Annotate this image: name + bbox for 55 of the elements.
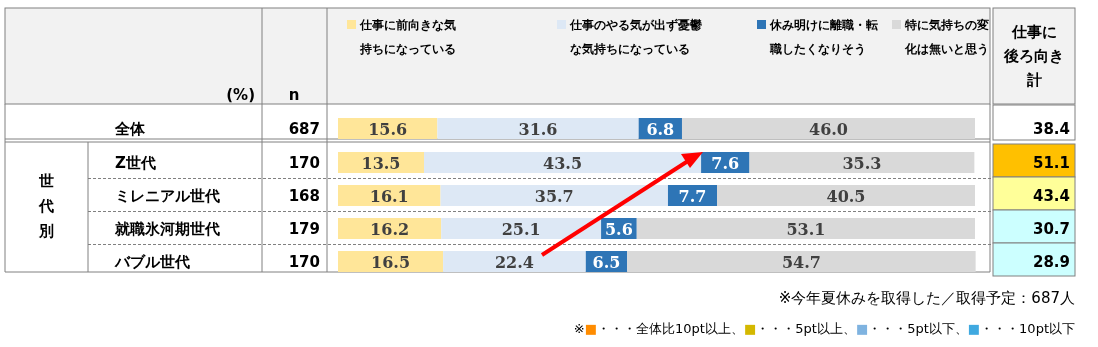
data-label: 15.6	[368, 119, 408, 139]
bar	[681, 118, 975, 139]
data-label: 7.6	[711, 153, 740, 173]
text: 170	[288, 154, 320, 172]
data-label: 54.7	[781, 252, 821, 272]
data-label: 6.8	[646, 119, 675, 139]
data-label: 25.1	[501, 219, 541, 239]
data-label: 40.5	[826, 186, 866, 206]
data-label: 22.4	[494, 252, 534, 272]
data-label: 16.1	[369, 186, 409, 206]
text: 世代別	[37, 172, 54, 240]
data-label: 53.1	[786, 219, 826, 239]
text: 179	[288, 220, 320, 238]
text: 38.4	[1032, 120, 1070, 138]
y-tick-label: 全体	[114, 120, 146, 138]
bar	[338, 185, 441, 206]
legend-label: 仕事のやる気が出ず憂鬱な気持ちになっている	[569, 18, 702, 56]
text: n	[288, 86, 300, 104]
y-tick-label: Z世代	[115, 154, 156, 172]
bar	[627, 251, 976, 272]
data-label: 35.7	[534, 186, 574, 206]
data-label: 6.5	[592, 252, 621, 272]
text: 170	[288, 253, 320, 271]
text: ※今年夏休みを取得した／取得予定：687人	[778, 289, 1075, 307]
bar	[437, 118, 639, 139]
data-label: 5.6	[605, 219, 633, 239]
y-tick-label: バブル世代	[114, 253, 190, 271]
text: 51.1	[1032, 154, 1070, 172]
text: 43.4	[1032, 187, 1070, 205]
bar	[424, 152, 702, 173]
bar	[749, 152, 975, 173]
bar	[636, 218, 975, 239]
text: 30.7	[1032, 220, 1070, 238]
text: 28.9	[1032, 253, 1070, 271]
legend-label: 特に気持ちの変化は無いと思う	[904, 18, 989, 56]
legend-label: 仕事に前向きな気持ちになっている	[359, 18, 456, 56]
data-label: 16.5	[371, 252, 411, 272]
data-label: 7.7	[678, 186, 707, 206]
text: 仕事に後ろ向き計	[1003, 23, 1064, 89]
data-label: 16.2	[370, 219, 410, 239]
legend-label: 休み明けに離職・転職したくなりそう	[769, 18, 878, 56]
data-label: 43.5	[543, 153, 583, 173]
y-tick-label: ミレニアル世代	[115, 187, 220, 205]
data-label: 46.0	[809, 119, 848, 139]
data-label: 35.3	[842, 153, 882, 173]
y-tick-label: 就職氷河期世代	[114, 220, 220, 238]
data-label: 31.6	[518, 119, 558, 139]
bar	[717, 185, 975, 206]
bar	[443, 251, 586, 272]
bar	[440, 185, 668, 206]
text: 168	[288, 187, 320, 205]
text: (%)	[226, 86, 255, 104]
text: 687	[288, 120, 320, 138]
data-label: 13.5	[361, 153, 401, 173]
text: ※■・・・全体比10pt以上、■・・・5pt以上、■・・・5pt以下、■・・・10pt以下	[573, 321, 1075, 336]
